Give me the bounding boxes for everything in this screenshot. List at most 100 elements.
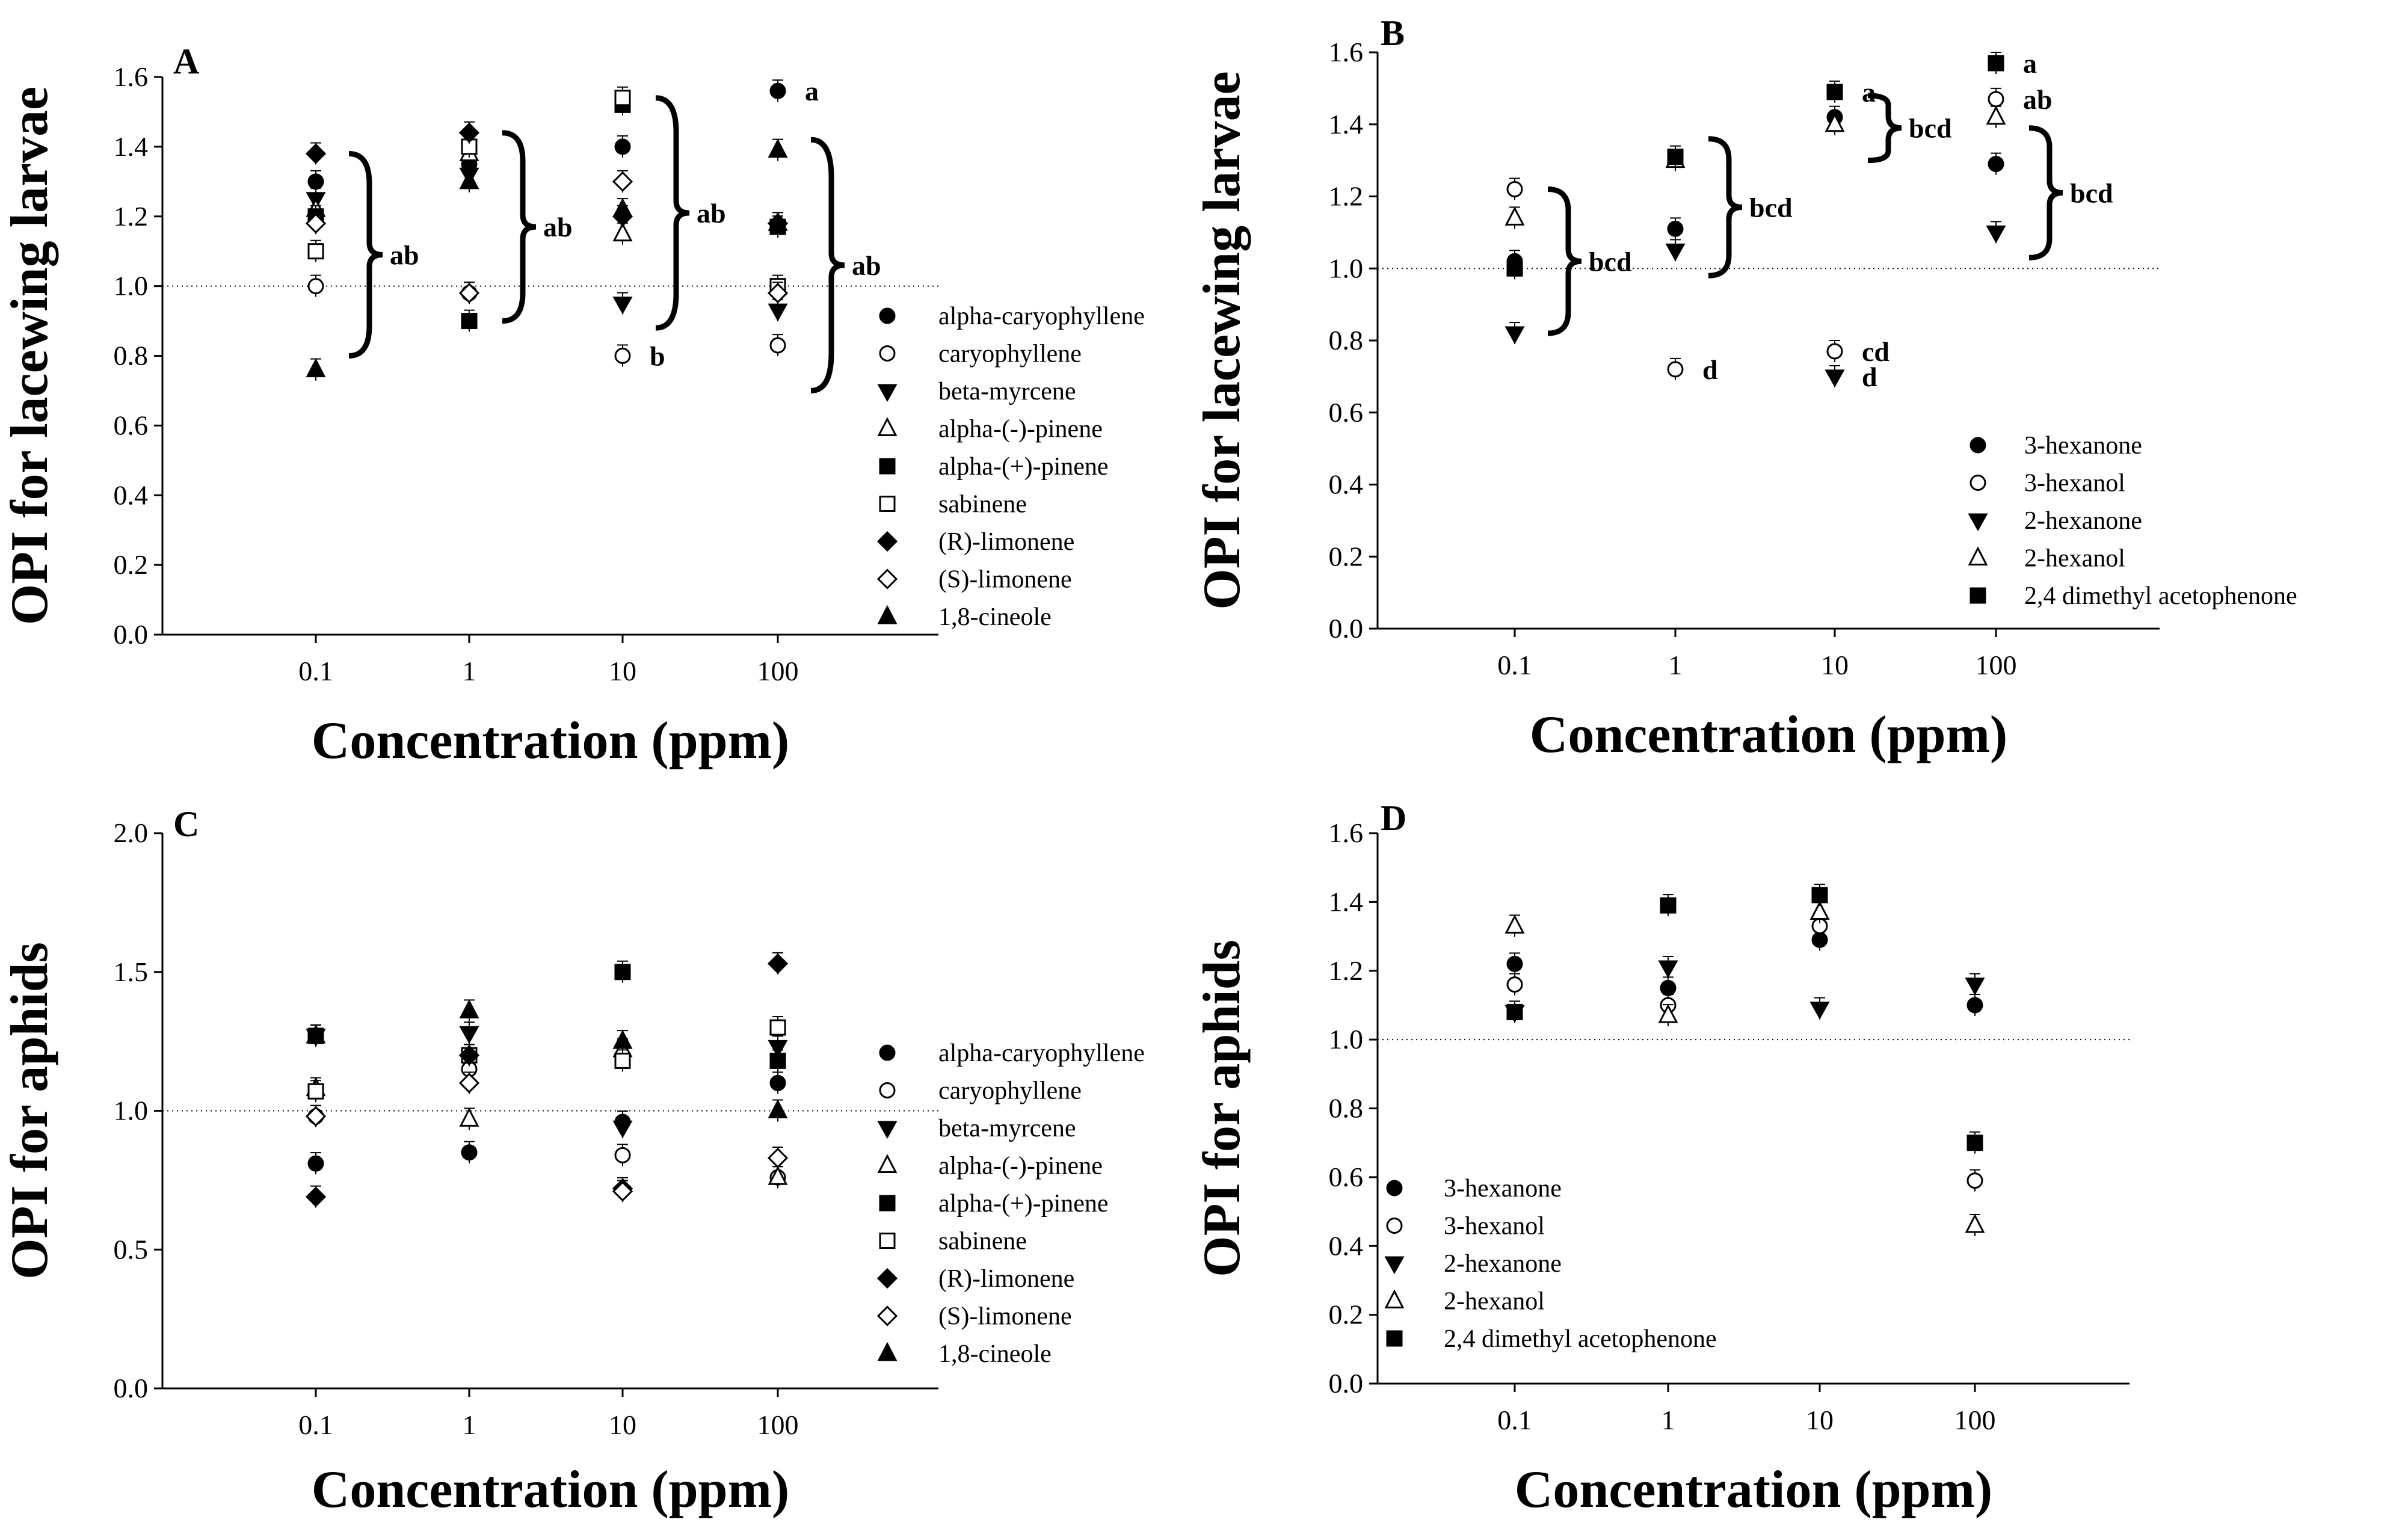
panel-c-caryophyllene-point (614, 1147, 631, 1163)
panel-c-s-limonene-point (458, 1073, 480, 1094)
panel-b-significance-label: bcd (2070, 178, 2113, 209)
panel-a-y-tick-label: 0.0 (114, 619, 149, 650)
panel-a-y-tick-label: 1.2 (114, 201, 149, 232)
panel-a-sabinene-point (307, 243, 324, 260)
panel-d-3-hexanol-point (1966, 1172, 1983, 1189)
panel-c-legend-label: alpha-(-)-pinene (938, 1153, 1103, 1180)
panel-b-x-axis-title: Concentration (ppm) (1530, 706, 2007, 764)
panel-a-significance-label: a (805, 76, 819, 106)
panel-b-3-hexanol-point (1988, 91, 2004, 108)
panel-b-legend-label: 3-hexanol (2024, 470, 2125, 497)
panel-a-significance-label: ab (543, 212, 573, 242)
panel-d-y-tick-label: 1.2 (1329, 955, 1364, 986)
panel-a-1-8-cineole-point (612, 197, 633, 217)
panel-b-3-hexanol-point (1667, 361, 1684, 378)
panel-c-legend-marker-alpha-caryophyllene (879, 1044, 896, 1061)
panel-c-y-tick-label: 1.0 (114, 1095, 149, 1126)
panel-a-x-tick-label: 1 (463, 656, 476, 686)
panel-c-1-8-cineole-point (306, 1024, 326, 1044)
panel-d: 0.0 0.2 0.4 0.6 0.8 1.0 1.2 1.4 1.6 0.1 1 10 100 Conc… (1193, 798, 2130, 1519)
panel-a-x-axis-title: Concentration (ppm) (312, 712, 789, 770)
panel-d-3-hexanone-point (1660, 979, 1677, 996)
panel-a-letter: A (173, 42, 199, 81)
panel-a-legend-label: alpha-caryophyllene (938, 303, 1145, 330)
panel-b-significance-label: bcd (1909, 113, 1952, 144)
panel-a-legend-marker-s-limonene (876, 568, 898, 590)
panel-d-2-4-dimethyl-acetophenone-point (1966, 1135, 1983, 1151)
panel-d-y-tick-label: 1.4 (1329, 886, 1364, 917)
panel-b-y-axis-title: OPI for lacewing larvae (1193, 71, 1251, 609)
panel-a-significance-label: ab (852, 250, 881, 281)
panel-c-s-limonene-point (305, 1106, 327, 1127)
panel-c-sabinene-point (769, 1019, 786, 1036)
panel-b-2-4-dimethyl-acetophenone-point (1667, 149, 1684, 165)
panel-b-2-4-dimethyl-acetophenone-point (1826, 84, 1843, 100)
panel-d-2-hexanone-point (1965, 978, 1985, 996)
panel-b-x-tick-label: 10 (1821, 650, 1849, 680)
panel-c-legend-label: caryophyllene (938, 1077, 1082, 1105)
panel-a-caryophyllene-point (614, 348, 631, 364)
panel-c-y-tick-label: 0.5 (114, 1234, 149, 1264)
panel-c-legend-marker-beta-myrcene (877, 1121, 898, 1139)
panel-d-2-4-dimethyl-acetophenone-point (1811, 887, 1828, 904)
panel-c-legend-label: alpha-caryophyllene (938, 1040, 1145, 1067)
panel-a-s-limonene-point (305, 213, 327, 234)
panel-d-2-4-dimethyl-acetophenone-point (1506, 1003, 1523, 1020)
panel-a-brace (810, 137, 845, 393)
panel-a-s-limonene-point (767, 283, 789, 304)
panel-d-x-tick-label: 10 (1806, 1405, 1834, 1435)
panel-c-1-8-cineole-point (612, 1029, 633, 1049)
panel-c-legend-label: alpha-(+)-pinene (938, 1190, 1109, 1218)
panel-a-y-tick-label: 1.6 (114, 61, 149, 92)
panel-d-2-hexanol-point (1809, 901, 1830, 920)
panel-b-2-hexanone-point (1665, 243, 1686, 262)
panel-a-legend-marker-alpha-caryophyllene (879, 307, 896, 324)
panel-a-brace (502, 130, 537, 324)
panel-b-significance-label: bcd (1749, 192, 1793, 223)
panel-b-legend-marker-2-4-dimethyl-acetophenone (1970, 587, 1986, 604)
panel-a-s-limonene-point (458, 283, 480, 304)
panel-b-legend-label: 2,4 dimethyl acetophenone (2024, 582, 2297, 610)
panel-b-y-tick-label: 1.2 (1329, 181, 1364, 212)
panel-b-significance-label: d (1702, 354, 1718, 385)
panel-b-y-tick-label: 0.4 (1329, 469, 1364, 500)
panel-a-1-8-cineole-point (306, 358, 326, 378)
panel-d-3-hexanone-point (1506, 955, 1523, 972)
panel-c-letter: C (173, 804, 199, 844)
panel-a-y-tick-label: 0.8 (114, 340, 149, 371)
panel-a-x-tick-label: 10 (609, 656, 636, 686)
panel-d-3-hexanone-point (1966, 997, 1983, 1014)
panel-a-caryophyllene-point (769, 337, 786, 354)
panel-c-legend-label: (R)-limonene (938, 1265, 1074, 1293)
panel-b-2-hexanol-point (1825, 112, 1845, 132)
panel-c-x-tick-label: 0.1 (298, 1409, 333, 1440)
panel-b-2-hexanone-point (1825, 369, 1845, 387)
panel-b-significance-label: bcd (1589, 246, 1632, 277)
panel-c-legend-label: sabinene (938, 1228, 1027, 1255)
panel-b-3-hexanone-point (1667, 220, 1684, 237)
panel-c-legend-marker-1-8-cineole (877, 1341, 898, 1361)
panel-c-legend-marker-sabinene (879, 1233, 896, 1249)
panel-a-legend-label: (R)-limonene (938, 528, 1074, 556)
panel-a-alpha-caryophyllene-point (307, 173, 324, 190)
panel-b-2-hexanone-point (1986, 225, 2006, 244)
panel-d-legend-marker-2-hexanol (1384, 1289, 1405, 1308)
panel-c-y-tick-label: 1.5 (114, 956, 149, 987)
panel-b: 0.0 0.2 0.4 0.6 0.8 1.0 1.2 1.4 1.6 0.1 1 10 100 Conc… (1193, 13, 2297, 764)
panel-a-caryophyllene-point (307, 278, 324, 295)
panel-c-alpha-pinene-point (768, 1166, 788, 1185)
panel-d-legend-marker-3-hexanone (1386, 1180, 1403, 1197)
panel-b-legend-label: 2-hexanol (2024, 545, 2125, 573)
panel-a-legend-marker-alpha-pinene (879, 458, 896, 475)
panel-b-y-tick-label: 0.0 (1329, 613, 1364, 644)
panel-b-2-hexanone-point (1504, 326, 1525, 345)
panel-b-2-4-dimethyl-acetophenone-point (1506, 260, 1523, 277)
panel-c-s-limonene-point (612, 1181, 633, 1202)
panel-b-significance-label: ab (2023, 84, 2053, 115)
panel-b-3-hexanol-point (1826, 343, 1843, 360)
panel-c-r-limonene-point (767, 953, 789, 975)
panel-c-legend-label: beta-myrcene (938, 1115, 1076, 1142)
panel-c-sabinene-point (307, 1083, 324, 1100)
panel-c-y-axis-title: OPI for aphids (1, 942, 59, 1280)
panel-a-significance-label: ab (697, 198, 726, 229)
